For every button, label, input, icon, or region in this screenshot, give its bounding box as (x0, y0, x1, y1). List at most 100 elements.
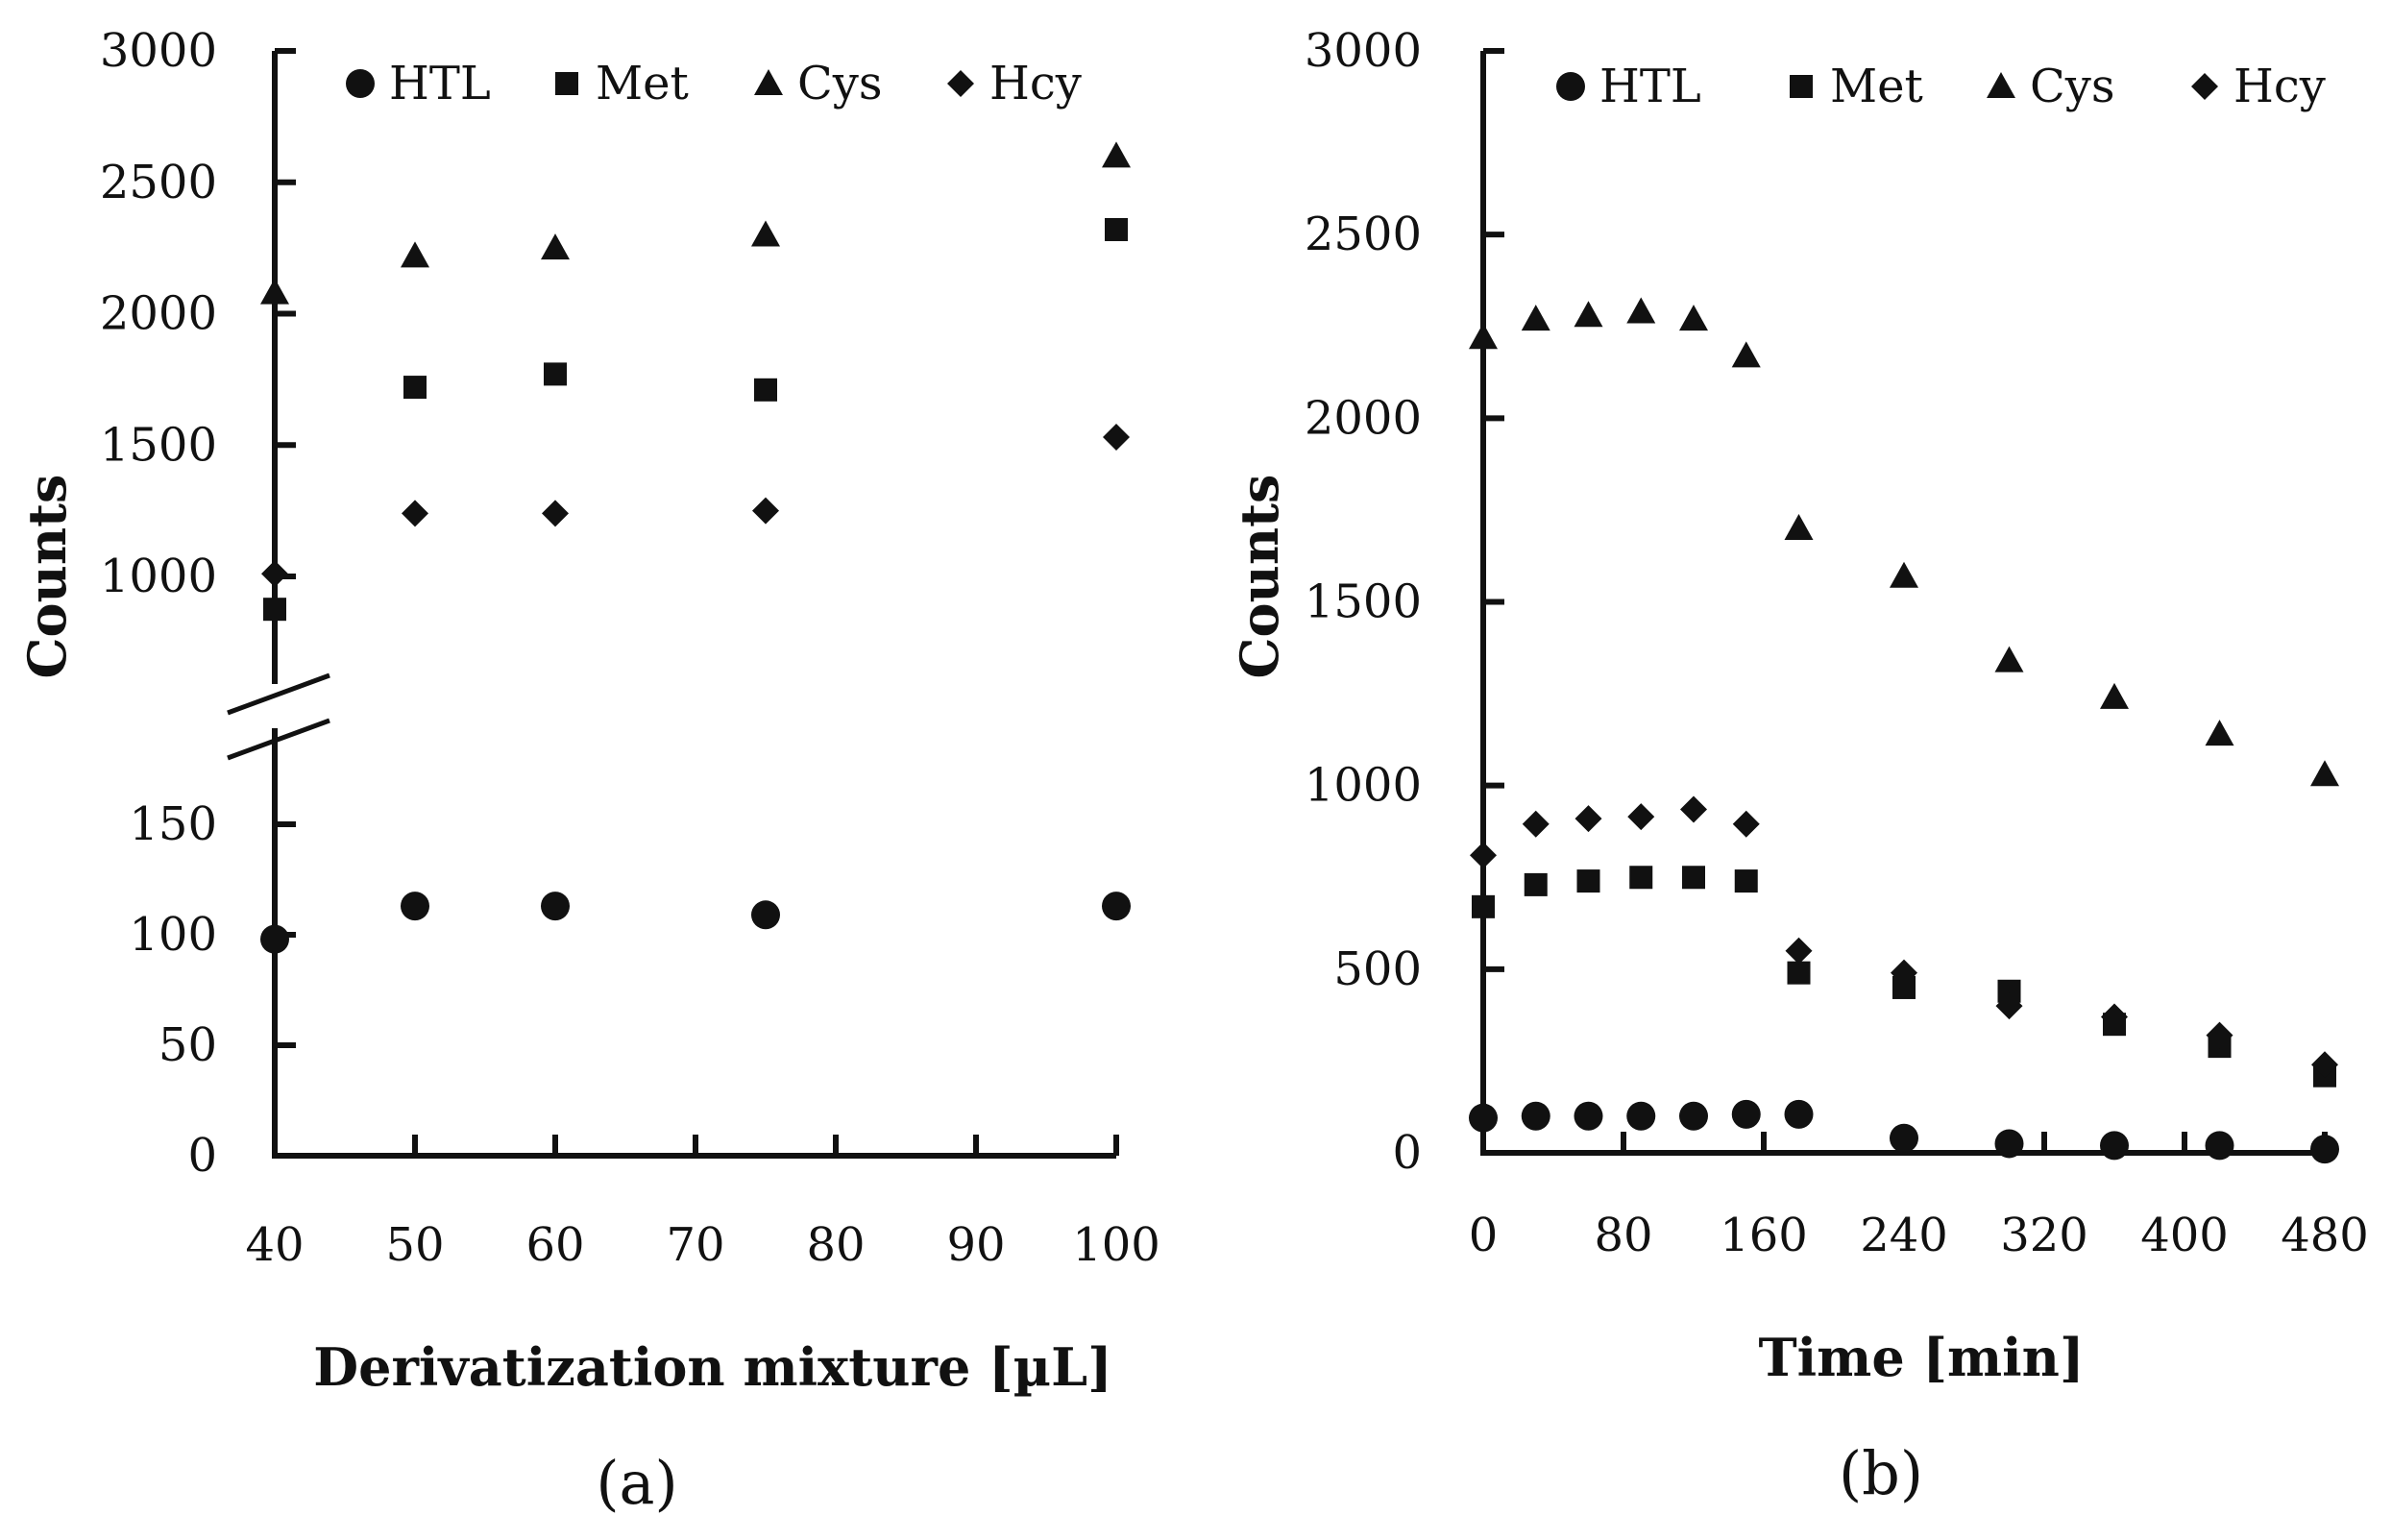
data-point-cys (1626, 297, 1656, 324)
data-point-cys (1521, 305, 1550, 331)
data-point-cys (1731, 341, 1761, 368)
data-point-hcy (1627, 803, 1655, 831)
data-point-met (1105, 217, 1128, 241)
x-tick-label: 50 (385, 1218, 444, 1272)
y-tick-label: 0 (1392, 1126, 1422, 1180)
data-point-htl (260, 924, 289, 954)
x-tick-label: 0 (1469, 1209, 1499, 1262)
data-point-hcy (1680, 795, 1707, 823)
x-tick-label: 160 (1720, 1209, 1808, 1262)
y-tick-label: 1000 (1305, 759, 1422, 813)
data-point-htl (1102, 892, 1131, 921)
y-tick-label: 500 (1333, 942, 1422, 996)
legend-label: Hcy (2233, 60, 2326, 113)
legend-label: HTL (1599, 60, 1701, 113)
data-point-met (544, 362, 567, 386)
y-axis-title: Counts (16, 475, 78, 679)
x-tick-label: 90 (946, 1218, 1005, 1272)
data-point-met (1629, 866, 1653, 890)
data-point-htl (2205, 1131, 2234, 1161)
legend-marker-htl (346, 69, 375, 98)
data-point-cys (541, 233, 570, 260)
data-point-hcy (542, 500, 569, 527)
legend-marker-met (555, 72, 578, 95)
data-point-htl (1574, 1101, 1603, 1131)
y-tick-label: 0 (187, 1129, 217, 1183)
x-axis-title: Time [min] (1758, 1327, 2084, 1388)
data-point-cys (2205, 720, 2234, 746)
data-point-cys (2310, 760, 2339, 787)
legend-marker-met (1790, 75, 1813, 98)
data-point-hcy (752, 497, 779, 525)
data-point-met (1892, 975, 1916, 999)
legend-label: Hcy (989, 57, 1082, 110)
data-point-htl (1890, 1123, 1918, 1153)
y-tick-label: 2500 (100, 156, 217, 209)
y-tick-label: 2500 (1305, 208, 1422, 261)
y-tick-label: 50 (159, 1018, 217, 1072)
y-tick-label: 1500 (1305, 575, 1422, 629)
data-point-hcy (1470, 842, 1497, 869)
data-point-htl (1679, 1101, 1708, 1131)
data-point-htl (1521, 1101, 1550, 1131)
legend-label: Met (1830, 60, 1923, 113)
panel-label: (b) (1839, 1438, 1923, 1508)
panel-label: (a) (596, 1448, 677, 1518)
data-point-htl (1784, 1099, 1814, 1129)
x-tick-label: 60 (525, 1218, 584, 1272)
x-tick-label: 100 (1072, 1218, 1160, 1272)
y-tick-label: 1500 (100, 418, 217, 472)
y-tick-label: 2000 (1305, 391, 1422, 445)
x-tick-label: 70 (666, 1218, 724, 1272)
data-point-htl (2100, 1131, 2129, 1161)
data-point-met (1734, 869, 1758, 893)
data-point-htl (541, 892, 570, 921)
data-point-htl (1469, 1103, 1498, 1133)
y-axis-title: Counts (1229, 475, 1290, 679)
data-point-met (754, 378, 777, 402)
data-point-hcy (1732, 810, 1760, 838)
legend-label: Met (596, 57, 689, 110)
data-point-cys (1994, 646, 2024, 672)
x-axis-title: Derivatization mixture [µL] (313, 1336, 1111, 1398)
data-point-cys (260, 278, 289, 305)
legend-marker-hcy (2191, 73, 2218, 100)
x-tick-label: 40 (245, 1218, 304, 1272)
data-point-hcy (1785, 937, 1813, 965)
chart-panel-b: 0 500 1000 1500 2000 2500 3000 0 80 160 240 320 400 4… (1229, 24, 2369, 1508)
y-tick-label: 2000 (100, 287, 217, 341)
x-tick-label: 480 (2281, 1209, 2369, 1262)
data-point-hcy (1574, 805, 1602, 833)
data-point-met (1576, 869, 1600, 893)
y-tick-label: 100 (129, 908, 217, 962)
y-tick-label: 3000 (1305, 24, 1422, 78)
data-point-cys (401, 241, 429, 268)
data-point-htl (751, 900, 780, 930)
data-point-htl (1731, 1099, 1761, 1129)
legend-marker-htl (1556, 72, 1585, 101)
data-point-htl (401, 892, 429, 921)
data-point-met (1472, 894, 1495, 918)
data-point-hcy (261, 560, 288, 588)
x-tick-label: 240 (1860, 1209, 1948, 1262)
data-point-met (1682, 866, 1705, 890)
data-point-cys (1890, 561, 1918, 588)
data-point-hcy (1891, 959, 1917, 987)
legend-label: Cys (2030, 60, 2114, 113)
y-tick-label: 150 (129, 797, 217, 851)
legend-label: HTL (389, 57, 491, 110)
x-tick-label: 320 (2000, 1209, 2088, 1262)
chart-panel-a: 0 50 100 150 1000 1500 2000 2500 3000 40 50 60 70 80 9… (16, 24, 1160, 1518)
data-point-cys (1102, 141, 1131, 168)
data-point-htl (1994, 1129, 2024, 1159)
data-point-met (1787, 961, 1811, 985)
data-point-hcy (1995, 992, 2023, 1020)
data-point-hcy (1522, 810, 1550, 838)
data-point-hcy (2206, 1021, 2233, 1049)
data-point-htl (2310, 1135, 2339, 1164)
legend-marker-cys (1987, 72, 2015, 98)
data-point-cys (1469, 323, 1498, 350)
x-tick-label: 80 (1594, 1209, 1652, 1262)
data-point-met (1524, 872, 1548, 896)
